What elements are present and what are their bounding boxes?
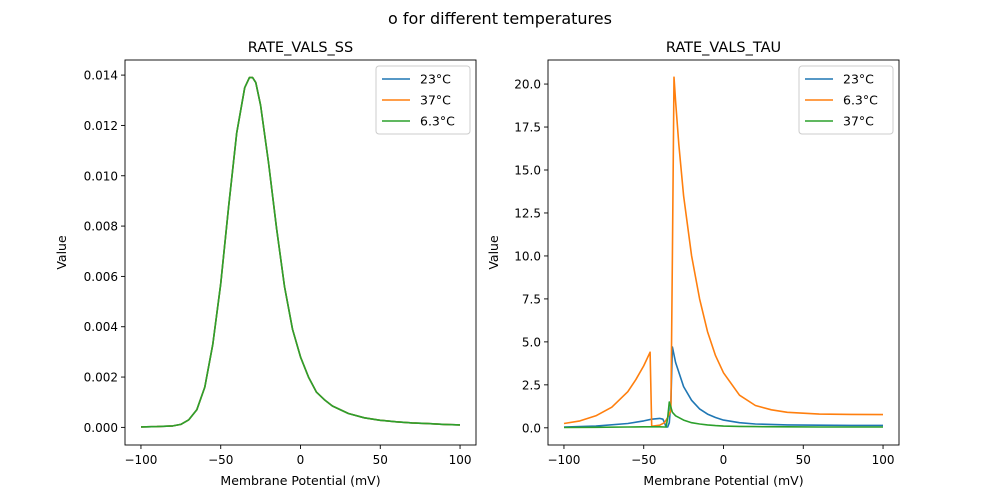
series-group [563,76,884,429]
y-tick-label: 0.000 [84,421,118,435]
x-axis-label: Membrane Potential (mV) [643,473,803,488]
figure-suptitle: o for different temperatures [388,9,612,28]
legend: 23°C 6.3°C 37°C [798,65,894,135]
series-line-2 [563,401,883,429]
x-tick-label: 50 [373,453,388,467]
subplot-rate-vals-tau: RATE_VALS_TAU −100 −50 0 50 100 0.0 2.5 5.0 7.5 10… [486,40,900,488]
series-line-1 [563,76,884,427]
legend-label: 6.3°C [420,114,455,129]
y-tick-label: 17.5 [514,121,541,135]
y-tick-label: 7.5 [522,292,541,306]
y-tick-label: 20.0 [514,78,541,92]
y-tick-label: 0.014 [84,69,118,83]
legend-frame [375,65,471,135]
series-group [140,76,461,428]
subplot-rate-vals-ss: RATE_VALS_SS −100 −50 0 50 100 0.000 0.002 0.004… [54,40,477,488]
series-line-0 [563,346,883,428]
y-tick-label: 5.0 [522,335,541,349]
y-axis-label: Value [54,235,69,270]
x-tick-label: −100 [547,453,580,467]
y-tick-label: 2.5 [522,378,541,392]
y-tick-label: 0.002 [84,371,118,385]
x-tick-label: 50 [796,453,811,467]
axes-title: RATE_VALS_SS [248,40,353,56]
x-axis-label: Membrane Potential (mV) [220,473,380,488]
legend-label: 37°C [420,93,451,108]
x-tick-label: −50 [631,453,656,467]
series-line-2 [140,76,461,428]
y-tick-label: 0.0 [522,421,541,435]
y-tick-label: 12.5 [514,206,541,220]
x-tick-label: −50 [208,453,233,467]
legend-label: 6.3°C [843,93,878,108]
y-tick-label: 10.0 [514,249,541,263]
y-tick-label: 15.0 [514,164,541,178]
axes-title: RATE_VALS_TAU [666,40,781,56]
x-tick-label: 100 [449,453,472,467]
x-tick-label: −100 [124,453,157,467]
y-axis-label: Value [486,235,501,270]
x-tick-label: 0 [720,453,728,467]
y-tick-label: 0.010 [84,169,118,183]
legend-label: 23°C [420,72,451,87]
y-tick-label: 0.006 [84,270,118,284]
legend-label: 37°C [843,114,874,129]
legend-label: 23°C [843,72,874,87]
y-tick-label: 0.012 [84,119,118,133]
y-tick-label: 0.004 [84,320,118,334]
legend: 23°C 37°C 6.3°C [375,65,471,135]
x-tick-label: 0 [297,453,305,467]
legend-frame [798,65,894,135]
x-tick-label: 100 [872,453,895,467]
y-tick-label: 0.008 [84,220,118,234]
